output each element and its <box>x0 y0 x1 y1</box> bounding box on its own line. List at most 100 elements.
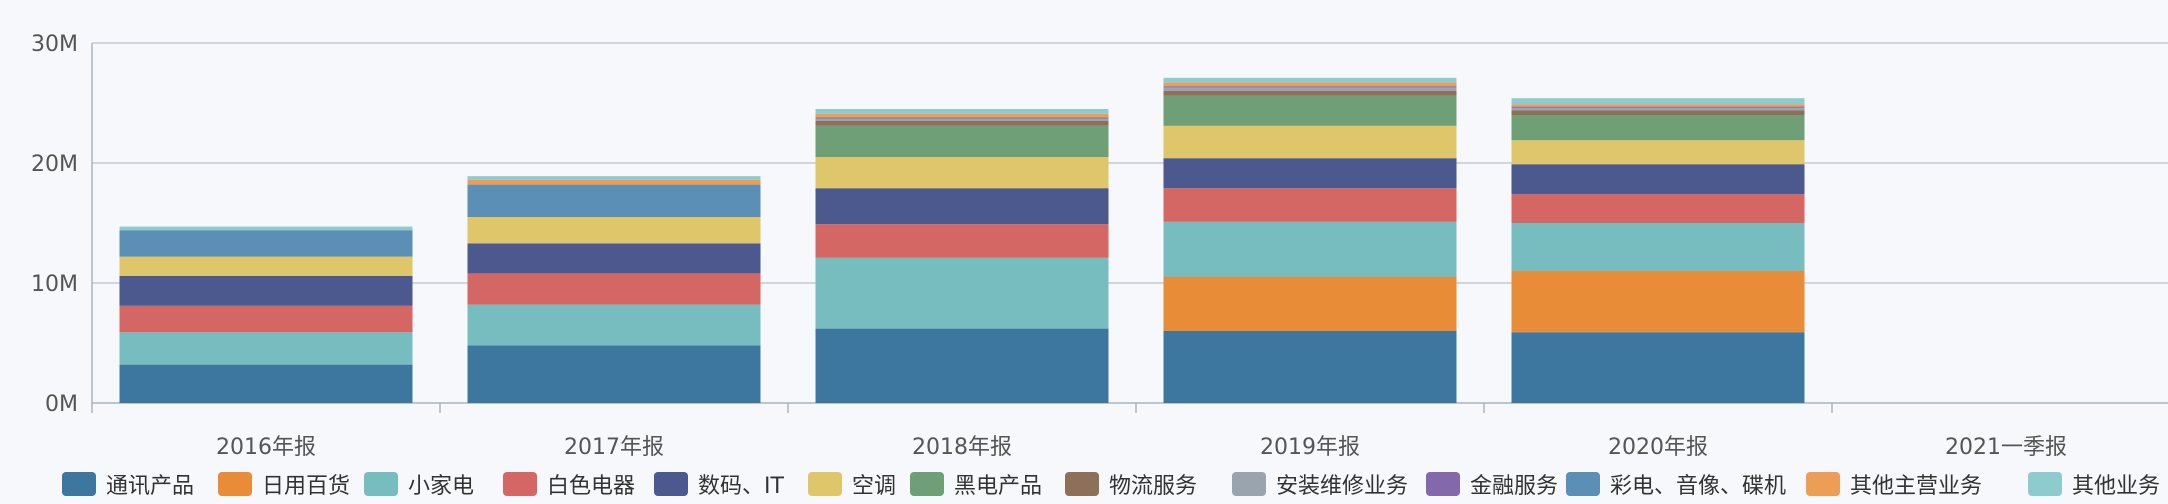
bar-segment[interactable] <box>815 188 1109 225</box>
bar-segment[interactable] <box>467 217 761 244</box>
legend-item[interactable]: 通讯产品 <box>62 468 194 500</box>
legend-swatch <box>808 472 842 496</box>
bar-segment[interactable] <box>119 230 413 257</box>
bar-segment[interactable] <box>467 176 761 180</box>
legend-swatch <box>218 472 252 496</box>
legend-label: 日用百货 <box>262 474 351 499</box>
bar-segment[interactable] <box>1163 188 1457 222</box>
bar-segment[interactable] <box>1163 331 1457 403</box>
bar-segment[interactable] <box>1511 164 1805 195</box>
x-tick-label: 2016年报 <box>216 435 316 460</box>
bar-segment[interactable] <box>1163 221 1457 277</box>
legend-label: 其他主营业务 <box>1850 474 1983 499</box>
bar-segment[interactable] <box>1511 104 1805 107</box>
bar-segment[interactable] <box>815 117 1109 119</box>
bar-segment[interactable] <box>1163 87 1457 91</box>
bar-segment[interactable] <box>1163 77 1457 83</box>
legend-label: 空调 <box>852 474 897 499</box>
legend-swatch <box>364 472 398 496</box>
bar-segment[interactable] <box>467 273 761 305</box>
bar-segment[interactable] <box>815 113 1109 118</box>
bar-segment[interactable] <box>119 256 413 276</box>
legend-swatch <box>1566 472 1600 496</box>
y-tick-label: 30M <box>31 32 78 57</box>
bar-segment[interactable] <box>1511 98 1805 105</box>
bar-segment[interactable] <box>815 257 1109 329</box>
grid-lines <box>92 42 2168 404</box>
x-tick-label: 2017年报 <box>564 435 664 460</box>
y-axis-ticks: 0M 10M 20M 30M <box>31 32 93 417</box>
bar-segment[interactable] <box>1511 140 1805 165</box>
bar-segment[interactable] <box>815 328 1109 403</box>
bar-segment[interactable] <box>1163 158 1457 189</box>
legend-item[interactable]: 安装维修业务 <box>1232 468 1408 500</box>
bar-segment[interactable] <box>467 345 761 403</box>
legend-swatch <box>2028 472 2062 496</box>
bar-segment[interactable] <box>119 332 413 365</box>
legend: 通讯产品 日用百货 小家电 白色电器 数码、IT 空调 黑电产品 物流服务 安装维修业务 金融服务… <box>0 462 2168 500</box>
y-tick-label: 10M <box>31 272 78 297</box>
bar-segment[interactable] <box>119 275 413 306</box>
bar-segment[interactable] <box>1163 82 1457 87</box>
legend-label: 小家电 <box>408 474 475 499</box>
legend-label: 物流服务 <box>1109 474 1198 499</box>
x-axis-ticks: 2016年报 2017年报 2018年报 2019年报 2020年报 2021一季报 <box>216 435 2067 460</box>
legend-item[interactable]: 空调 <box>808 468 896 500</box>
bar-segment[interactable] <box>119 364 413 403</box>
bar-segment[interactable] <box>1511 271 1805 333</box>
bar-segment[interactable] <box>1511 332 1805 403</box>
bar-segment[interactable] <box>1511 106 1805 108</box>
bar-segment[interactable] <box>1511 115 1805 141</box>
legend-label: 数码、IT <box>698 474 784 499</box>
bar-segment[interactable] <box>815 125 1109 157</box>
legend-label: 金融服务 <box>1470 474 1559 499</box>
legend-item[interactable]: 物流服务 <box>1065 468 1197 500</box>
bar-segment[interactable] <box>1511 223 1805 271</box>
legend-item[interactable]: 其他主营业务 <box>1806 468 1982 500</box>
bar-segment[interactable] <box>119 305 413 333</box>
bar-segment[interactable] <box>1163 125 1457 159</box>
y-tick-label: 0M <box>45 392 78 417</box>
bar-segment[interactable] <box>815 224 1109 258</box>
legend-item[interactable]: 黑电产品 <box>910 468 1042 500</box>
legend-swatch <box>1806 472 1840 496</box>
legend-item[interactable]: 其他业务 <box>2028 468 2160 500</box>
legend-item[interactable]: 彩电、音像、碟机 <box>1566 468 1786 500</box>
legend-label: 黑电产品 <box>954 474 1043 499</box>
bar-segment[interactable] <box>1163 277 1457 331</box>
legend-item[interactable]: 小家电 <box>364 468 474 500</box>
legend-label: 白色电器 <box>547 474 636 499</box>
bar-segment[interactable] <box>1511 107 1805 111</box>
legend-swatch <box>503 472 537 496</box>
legend-swatch <box>910 472 944 496</box>
bar-segment[interactable] <box>1511 110 1805 115</box>
bar-segment[interactable] <box>467 304 761 346</box>
bar-segment[interactable] <box>815 157 1109 189</box>
y-tick-label: 20M <box>31 152 78 177</box>
legend-item[interactable]: 数码、IT <box>654 468 784 500</box>
bar-segment[interactable] <box>467 184 761 217</box>
legend-swatch <box>654 472 688 496</box>
bar-segment[interactable] <box>1163 95 1457 126</box>
bar-segment[interactable] <box>467 243 761 274</box>
legend-item[interactable]: 日用百货 <box>218 468 350 500</box>
legend-swatch <box>1232 472 1266 496</box>
bar-segment[interactable] <box>1163 86 1457 88</box>
bar-segment[interactable] <box>815 118 1109 121</box>
x-tick-label: 2019年报 <box>1260 435 1360 460</box>
legend-item[interactable]: 金融服务 <box>1426 468 1558 500</box>
bar-segment[interactable] <box>467 179 761 185</box>
bar-segment[interactable] <box>815 109 1109 114</box>
legend-swatch <box>62 472 96 496</box>
legend-label: 通讯产品 <box>106 474 195 499</box>
legend-swatch <box>1065 472 1099 496</box>
x-axis <box>91 403 1833 413</box>
bar-segment[interactable] <box>1511 194 1805 223</box>
x-tick-label: 2021一季报 <box>1945 435 2067 460</box>
stacked-bar-chart: 0M 10M 20M 30M 2016年报 2017年报 2018年报 2019年报 2020… <box>31 32 2168 460</box>
legend-item[interactable]: 白色电器 <box>503 468 635 500</box>
bar-segment[interactable] <box>119 226 413 231</box>
bar-segment[interactable] <box>815 121 1109 126</box>
bar-segment[interactable] <box>1163 91 1457 96</box>
bars <box>119 77 1805 403</box>
